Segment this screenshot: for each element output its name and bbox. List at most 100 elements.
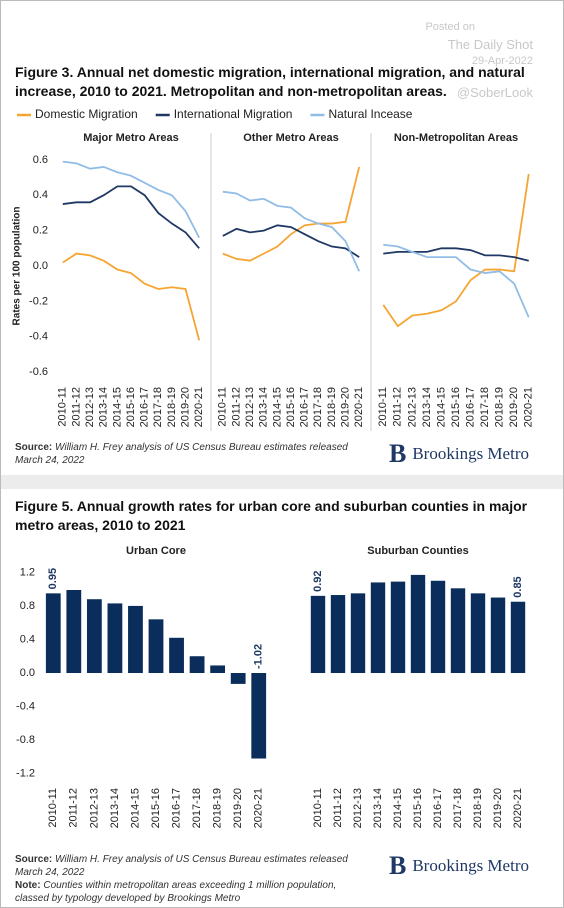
line-series xyxy=(62,185,200,249)
x-tick-label: 2015-16 xyxy=(125,387,137,427)
watermark: @SoberLook xyxy=(456,85,533,100)
x-tick-label: 2020-21 xyxy=(512,788,524,828)
y-tick-label: 0.0 xyxy=(20,667,35,679)
y-tick-label: 0.2 xyxy=(33,225,48,237)
bar xyxy=(148,619,164,673)
x-tick-label: 2019-20 xyxy=(179,387,191,427)
x-tick-label: 2014-15 xyxy=(435,387,447,427)
line-series xyxy=(382,173,530,328)
bar xyxy=(86,599,102,673)
bar xyxy=(470,593,486,673)
x-tick-label: 2014-15 xyxy=(111,387,123,427)
y-tick-label: 1.2 xyxy=(20,566,35,578)
watermark: 29-Apr-2022 xyxy=(471,55,533,67)
bar xyxy=(350,593,366,673)
bar xyxy=(107,603,123,673)
x-tick-label: 2014-15 xyxy=(129,788,141,828)
x-tick-label: 2018-19 xyxy=(326,387,338,427)
x-tick-label: 2012-13 xyxy=(88,788,100,828)
x-tick-label: 2017-18 xyxy=(452,788,464,828)
separator xyxy=(1,475,563,489)
source-label: Source: xyxy=(15,442,53,453)
x-tick-label: 2011-12 xyxy=(230,387,242,427)
value-label: 0.95 xyxy=(47,568,59,589)
x-tick-label: 2019-20 xyxy=(339,387,351,427)
x-tick-label: 2013-14 xyxy=(98,387,110,427)
bar xyxy=(66,589,82,673)
bar xyxy=(370,582,386,673)
x-tick-label: 2013-14 xyxy=(258,387,270,427)
y-tick-label: 0.8 xyxy=(20,600,35,612)
x-tick-label: 2017-18 xyxy=(312,387,324,427)
x-tick-label: 2013-14 xyxy=(109,788,121,828)
x-tick-label: 2020-21 xyxy=(253,788,265,828)
x-tick-label: 2010-11 xyxy=(57,387,69,427)
line-series xyxy=(383,243,530,318)
bar xyxy=(128,605,143,673)
value-label: 0.92 xyxy=(312,570,324,591)
x-tick-label: 2013-14 xyxy=(421,387,433,427)
x-tick-label: 2010-11 xyxy=(217,387,229,427)
y-tick-label: -0.2 xyxy=(29,295,48,307)
bar xyxy=(251,673,267,759)
x-tick-label: 2017-18 xyxy=(191,788,203,828)
watermark: The Daily Shot xyxy=(447,37,533,52)
x-tick-label: 2017-18 xyxy=(152,387,164,427)
source: Source: William H. Frey analysis of US C… xyxy=(15,441,355,467)
x-tick-label: 2012-13 xyxy=(244,387,256,427)
x-tick-label: 2012-13 xyxy=(406,387,418,427)
line-series xyxy=(62,252,201,341)
x-tick-label: 2011-12 xyxy=(332,788,344,828)
panel-title: Suburban Counties xyxy=(367,545,468,557)
brand-text: Brookings Metro xyxy=(412,444,529,463)
x-tick-label: 2018-19 xyxy=(472,788,484,828)
bar xyxy=(45,593,61,673)
bar xyxy=(230,673,246,684)
x-tick-label: 2012-13 xyxy=(84,387,96,427)
bar xyxy=(210,665,226,673)
x-tick-label: 2016-17 xyxy=(170,788,182,828)
brand-logo: B xyxy=(389,439,407,468)
value-label: -1.02 xyxy=(253,644,265,669)
note-label: Note: xyxy=(15,880,41,891)
legend-label: Domestic Migration xyxy=(35,107,138,121)
bar xyxy=(450,588,466,673)
figure-title: Figure 3. Annual net domestic migration,… xyxy=(15,64,525,99)
figure-title: Figure 5. Annual growth rates for urban … xyxy=(15,498,528,533)
x-tick-label: 2014-15 xyxy=(271,387,283,427)
bar xyxy=(189,656,205,673)
value-label: 0.85 xyxy=(512,576,524,597)
line-series xyxy=(222,190,361,272)
line-series xyxy=(383,247,529,262)
x-tick-label: 2015-16 xyxy=(150,788,162,828)
brand-text: Brookings Metro xyxy=(412,856,529,875)
x-tick-label: 2010-11 xyxy=(47,788,59,828)
brand: B Brookings Metro xyxy=(389,851,529,881)
x-tick-label: 2010-11 xyxy=(312,788,324,828)
bar xyxy=(410,574,426,673)
source: Source: William H. Frey analysis of US C… xyxy=(15,853,355,905)
source-label: Source: xyxy=(15,854,53,865)
source-text: William H. Frey analysis of US Census Bu… xyxy=(15,442,348,466)
bar xyxy=(390,581,406,673)
y-tick-label: 0.6 xyxy=(33,154,48,166)
brand-logo: B xyxy=(389,851,407,880)
x-tick-label: 2011-12 xyxy=(68,788,80,828)
x-tick-label: 2015-16 xyxy=(412,788,424,828)
y-axis-label: Rates per 100 population xyxy=(12,207,23,326)
x-tick-label: 2017-18 xyxy=(479,387,491,427)
x-tick-label: 2016-17 xyxy=(299,387,311,427)
x-tick-label: 2020-21 xyxy=(523,387,535,427)
x-tick-label: 2011-12 xyxy=(392,387,404,427)
x-tick-label: 2018-19 xyxy=(166,387,178,427)
x-tick-label: 2015-16 xyxy=(450,387,462,427)
panel-title: Major Metro Areas xyxy=(83,132,179,144)
legend-label: Natural Incease xyxy=(328,107,412,121)
y-tick-label: 0.4 xyxy=(20,633,35,645)
y-tick-label: -0.4 xyxy=(29,331,48,343)
x-tick-label: 2015-16 xyxy=(285,387,297,427)
x-tick-label: 2014-15 xyxy=(392,788,404,828)
bar xyxy=(169,637,184,673)
